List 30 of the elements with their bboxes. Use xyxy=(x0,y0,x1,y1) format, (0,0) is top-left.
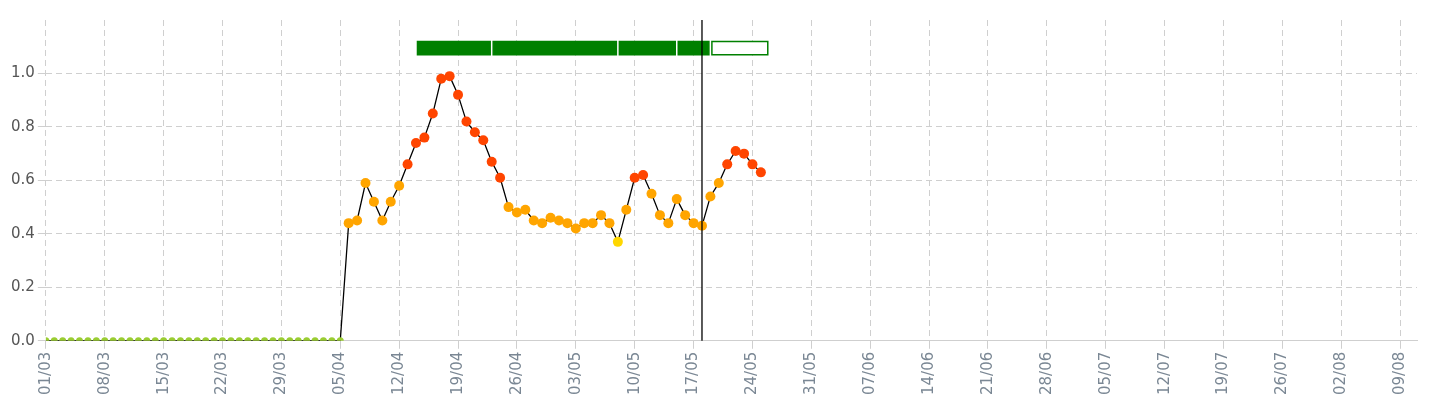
y-tick-label: 1.0 xyxy=(11,63,35,82)
x-tick-label: 24/05 xyxy=(742,351,761,396)
x-tick-label: 26/07 xyxy=(1272,351,1291,396)
x-tick-label: 10/05 xyxy=(624,351,643,396)
x-tick-label: 12/04 xyxy=(389,351,408,396)
x-tick-label: 14/06 xyxy=(919,351,937,396)
x-tick-label: 05/07 xyxy=(1095,351,1114,396)
x-tick-label: 28/06 xyxy=(1036,351,1055,396)
x-tick-label: 12/07 xyxy=(1154,351,1173,396)
x-tick-label: 08/03 xyxy=(94,351,113,396)
x-tick-label: 31/05 xyxy=(801,351,820,396)
x-tick-label: 07/06 xyxy=(860,351,879,396)
x-tick-label: 22/03 xyxy=(212,351,231,396)
y-tick-label: 0.4 xyxy=(11,223,35,242)
x-tick-label: 26/04 xyxy=(506,351,525,396)
y-tick-label: 0.2 xyxy=(11,277,35,296)
x-tick-label: 02/08 xyxy=(1331,351,1350,396)
x-tick-label: 17/05 xyxy=(683,351,702,396)
x-tick-label: 09/08 xyxy=(1390,351,1409,396)
y-tick-label: 0.8 xyxy=(11,116,35,135)
x-tick-label: 15/03 xyxy=(153,351,172,396)
x-tick-label: 03/05 xyxy=(565,351,584,396)
x-tick-label: 19/04 xyxy=(447,351,466,396)
x-tick-label: 29/03 xyxy=(271,351,290,396)
y-tick-label: 0.6 xyxy=(11,170,35,189)
y-tick-label: 0.0 xyxy=(11,330,35,349)
x-tick-label: 01/03 xyxy=(35,351,54,396)
x-tick-label: 21/06 xyxy=(977,351,996,396)
x-tick-label: 05/04 xyxy=(330,351,349,396)
x-tick-label: 19/07 xyxy=(1213,351,1232,396)
